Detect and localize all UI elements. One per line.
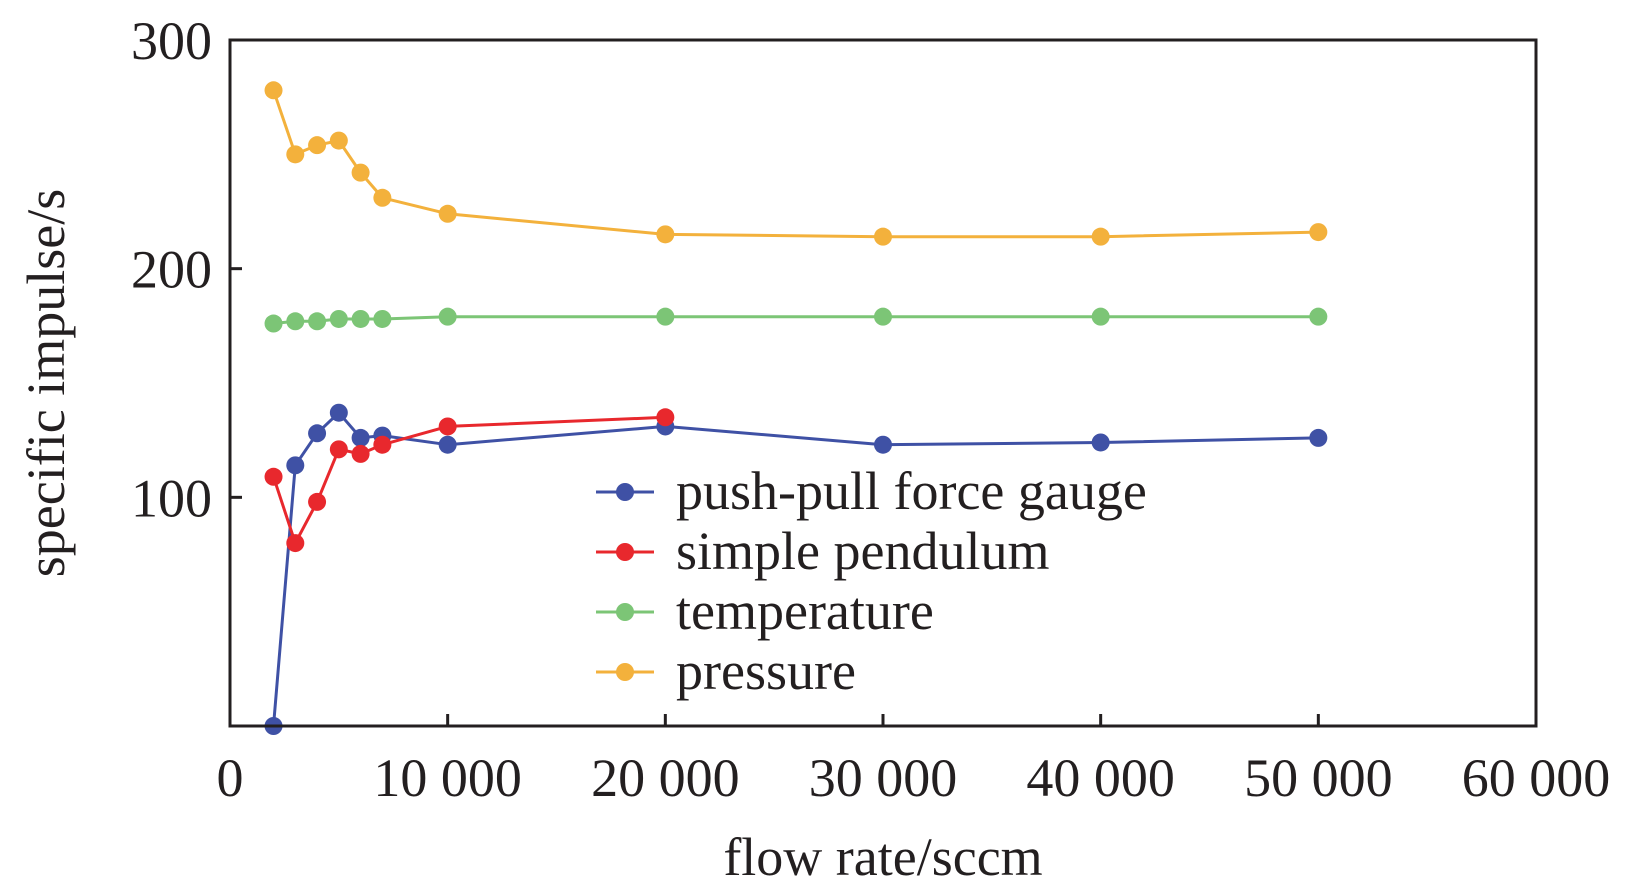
data-point-push-pull-force-gauge — [438, 435, 457, 454]
data-point-pressure — [1091, 227, 1110, 246]
data-point-temperature — [656, 307, 675, 326]
legend-swatch-marker — [616, 543, 634, 561]
data-point-push-pull-force-gauge — [329, 403, 348, 422]
legend-label: simple pendulum — [676, 521, 1049, 581]
data-point-pressure — [373, 188, 392, 207]
data-point-push-pull-force-gauge — [874, 435, 892, 454]
data-point-pressure — [438, 204, 457, 223]
data-point-pressure — [286, 145, 305, 164]
data-point-pressure — [308, 136, 327, 155]
legend-item-push-pull-force-gauge: push-pull force gauge — [596, 461, 1147, 521]
data-point-push-pull-force-gauge — [351, 428, 370, 447]
data-point-simple-pendulum — [286, 534, 305, 553]
data-point-temperature — [1091, 307, 1110, 326]
data-point-pressure — [351, 163, 370, 182]
legend-swatch-marker — [616, 603, 634, 621]
data-point-pressure — [1309, 223, 1328, 242]
data-point-simple-pendulum — [329, 440, 348, 459]
data-point-simple-pendulum — [264, 467, 283, 486]
data-point-temperature — [438, 307, 457, 326]
data-point-simple-pendulum — [351, 444, 370, 463]
data-point-simple-pendulum — [656, 408, 675, 427]
data-point-temperature — [264, 314, 283, 333]
legend-label: push-pull force gauge — [676, 461, 1147, 521]
series-layer — [264, 81, 1328, 735]
data-point-simple-pendulum — [438, 417, 457, 436]
data-point-temperature — [329, 309, 348, 328]
x-tick-label: 30 000 — [809, 748, 958, 808]
y-tick-label: 200 — [131, 240, 212, 300]
data-point-simple-pendulum — [373, 435, 392, 454]
data-point-simple-pendulum — [308, 492, 327, 511]
data-point-push-pull-force-gauge — [1091, 433, 1110, 452]
series-line-simple-pendulum — [272, 415, 666, 545]
data-point-pressure — [329, 131, 348, 150]
data-point-pressure — [656, 225, 675, 244]
x-tick-label: 0 — [217, 748, 244, 808]
legend-item-simple-pendulum: simple pendulum — [596, 521, 1049, 581]
legend-swatch-marker — [616, 663, 634, 681]
data-point-temperature — [308, 312, 327, 331]
legend-label: pressure — [676, 641, 856, 701]
y-tick-label: 300 — [131, 11, 212, 71]
legend-item-pressure: pressure — [596, 641, 856, 701]
data-point-pressure — [874, 227, 892, 246]
y-tick-label: 100 — [131, 468, 212, 528]
legend-swatch-marker — [616, 483, 634, 501]
tick-labels: 0 10 000 20 000 30 000 40 000 50 000 60 000 100… — [131, 11, 1610, 808]
ticks-layer — [230, 267, 1320, 726]
data-point-temperature — [286, 312, 305, 331]
series-line-temperature — [273, 315, 1319, 325]
data-point-temperature — [351, 309, 370, 328]
x-axis-title: flow rate/sccm — [723, 827, 1042, 887]
series-temperature — [264, 307, 1328, 333]
y-axis-title: specific impulse/s — [16, 189, 76, 577]
series-simple-pendulum — [264, 408, 675, 553]
data-point-pressure — [264, 81, 283, 100]
data-point-push-pull-force-gauge — [308, 424, 327, 443]
series-line-pressure — [272, 89, 1319, 239]
x-tick-label: 40 000 — [1026, 748, 1175, 808]
x-tick-label: 50 000 — [1244, 748, 1393, 808]
data-point-temperature — [874, 307, 892, 326]
x-tick-label: 60 000 — [1462, 748, 1611, 808]
x-tick-label: 20 000 — [591, 748, 740, 808]
data-point-push-pull-force-gauge — [1309, 428, 1328, 447]
x-tick-label: 10 000 — [373, 748, 522, 808]
series-pressure — [264, 81, 1328, 246]
data-point-temperature — [373, 309, 392, 328]
legend-label: temperature — [676, 581, 934, 641]
legend-item-temperature: temperature — [596, 581, 934, 641]
data-point-push-pull-force-gauge — [286, 456, 305, 475]
data-point-temperature — [1309, 307, 1328, 326]
